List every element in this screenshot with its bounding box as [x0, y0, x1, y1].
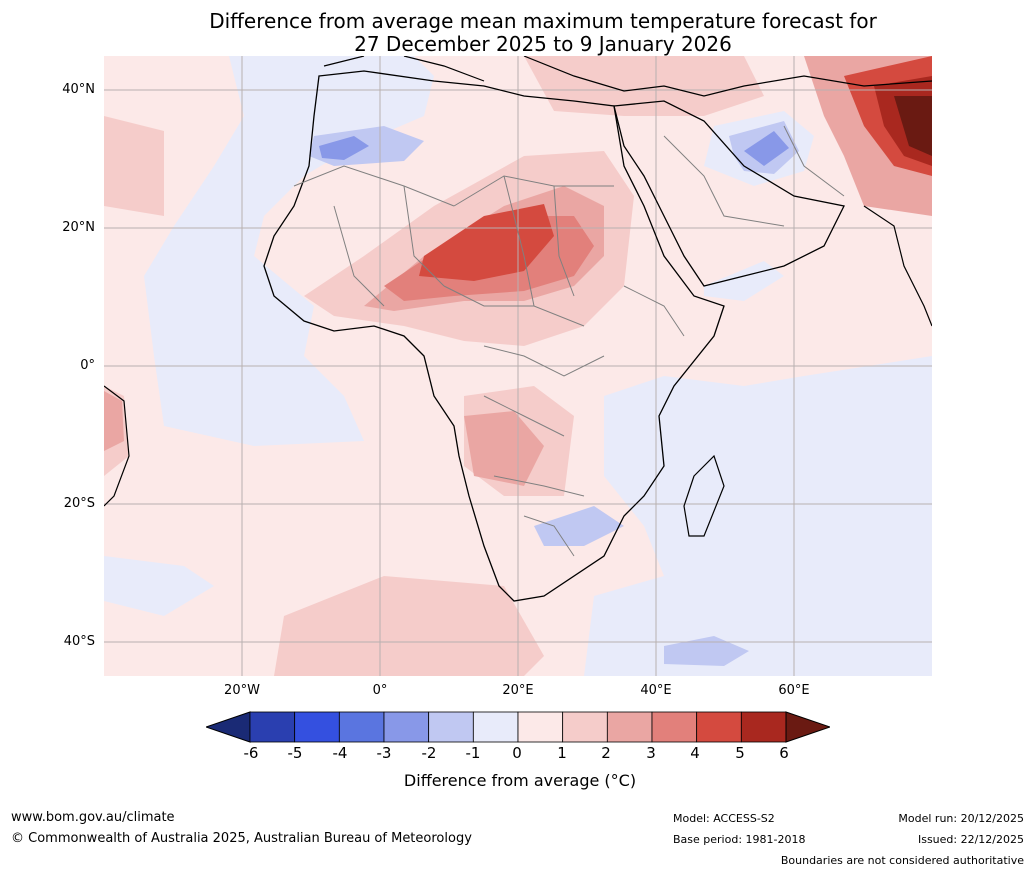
colorbar-tick: -1 — [465, 744, 481, 762]
south-america-coastline — [104, 385, 130, 507]
angola-warm-core — [464, 411, 544, 486]
model-run-text: Model run: 20/12/2025 — [898, 812, 1024, 825]
brazil-coast-warm-core — [104, 391, 124, 451]
arabia-coastline — [613, 100, 845, 287]
colorbar-tick: 0 — [512, 744, 522, 762]
lon-label-0: 0° — [372, 683, 388, 698]
colorbar-tick: 2 — [601, 744, 611, 762]
south-atlantic-warm-region — [274, 576, 544, 676]
india-coastline — [863, 205, 932, 327]
colorbar-extend-high — [785, 711, 830, 743]
colorbar-tick: -6 — [243, 744, 259, 762]
middle-east-cool-center — [744, 131, 789, 166]
lon-label-40e: 40°E — [640, 683, 672, 698]
southern-ocean-cool-patch — [664, 636, 749, 666]
colorbar-cell — [338, 711, 385, 743]
atlantic-cool-region — [144, 56, 434, 446]
disclaimer-text: Boundaries are not considered authoritat… — [780, 854, 1024, 867]
colorbar-cell — [651, 711, 698, 743]
colorbar-cell — [428, 711, 474, 743]
colorbar-cell — [472, 711, 519, 743]
copyright-text: © Commonwealth of Australia 2025, Austra… — [11, 831, 472, 846]
west-atlantic-warm-patch — [104, 116, 164, 216]
colorbar-tick: -2 — [421, 744, 437, 762]
mediterranean-warm-region — [524, 56, 764, 116]
madagascar-coastline — [683, 454, 725, 537]
europe-asia-coastline — [323, 56, 932, 97]
colorbar-tick: -3 — [376, 744, 392, 762]
map-title-line1: Difference from average mean maximum tem… — [209, 9, 877, 33]
map-canvas — [104, 56, 932, 676]
south-atlantic-cool-patch — [104, 556, 214, 616]
lat-label-40s: 40°S — [63, 634, 95, 649]
indian-ocean-cool-region — [584, 356, 932, 676]
colorbar-tick: -5 — [287, 744, 303, 762]
colorbar-cell — [740, 711, 787, 743]
model-text: Model: ACCESS-S2 — [673, 812, 775, 825]
colorbar-tick: 6 — [779, 744, 789, 762]
lat-label-20n: 20°N — [62, 220, 95, 235]
colorbar-cell — [383, 711, 430, 743]
colorbar-extend-low — [206, 711, 251, 743]
sahel-hot-center — [419, 204, 554, 281]
temperature-anomaly-map — [104, 56, 932, 676]
country-borders — [293, 125, 845, 557]
colorbar-tick: 5 — [735, 744, 745, 762]
map-title-line2: 27 December 2025 to 9 January 2026 — [354, 32, 732, 56]
lat-label-40n: 40°N — [62, 82, 95, 97]
colorbar-tick: 1 — [557, 744, 567, 762]
lon-label-60e: 60°E — [778, 683, 810, 698]
lat-label-20s: 20°S — [63, 496, 95, 511]
colorbar-cell — [294, 711, 340, 743]
colorbar-cell — [606, 711, 653, 743]
colorbar-cell — [562, 711, 608, 743]
issued-text: Issued: 22/12/2025 — [917, 833, 1024, 846]
colorbar-tick: -4 — [332, 744, 348, 762]
colorbar-label: Difference from average (°C) — [403, 771, 637, 790]
base-period-text: Base period: 1981-2018 — [673, 833, 806, 846]
colorbar-cells — [206, 711, 830, 743]
central-asia-extreme-core — [894, 96, 932, 156]
colorbar — [206, 711, 830, 743]
website-text: www.bom.gov.au/climate — [11, 810, 175, 825]
colorbar-cell — [517, 711, 564, 743]
colorbar-tick: 3 — [646, 744, 656, 762]
lon-label-20e: 20°E — [502, 683, 534, 698]
southern-africa-cool-patch — [534, 506, 624, 546]
graticule — [104, 56, 932, 676]
lon-label-20w: 20°W — [224, 683, 260, 698]
lat-label-equator: 0° — [80, 358, 95, 373]
colorbar-cell — [249, 711, 296, 743]
colorbar-tick: 4 — [690, 744, 700, 762]
colorbar-cell — [696, 711, 742, 743]
morocco-cool-center — [319, 136, 369, 160]
africa-coastline — [263, 70, 725, 602]
